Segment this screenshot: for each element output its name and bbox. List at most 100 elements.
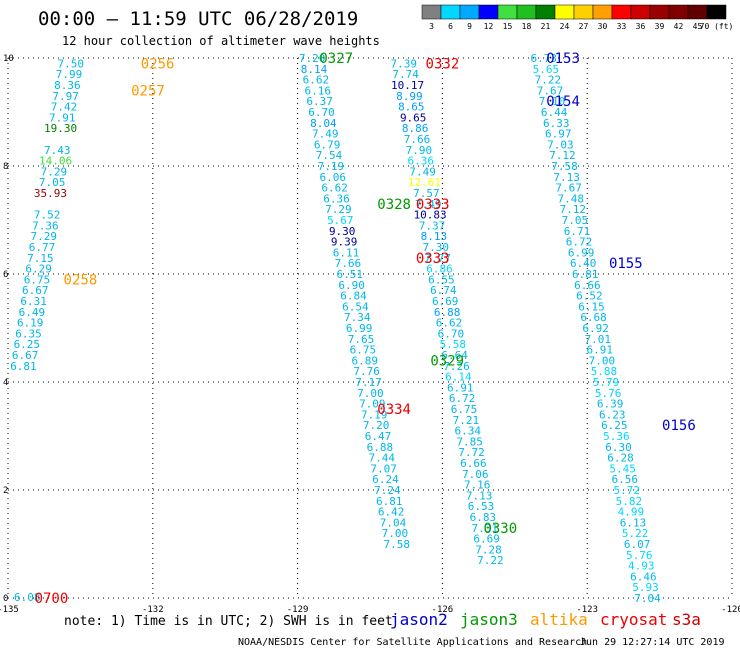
wave-height-point: 7.29: [41, 165, 68, 178]
colorbar-tick: 27: [579, 22, 589, 31]
y-tick-label: 6: [3, 270, 8, 280]
wave-height-point: 8.36: [54, 79, 81, 92]
colorbar-swatch: [554, 4, 575, 20]
wave-height-point: 7.49: [312, 128, 339, 141]
wave-height-point: 6.75: [451, 403, 478, 416]
satellite-legend: jason2 jason3 altika cryosat s3a: [390, 610, 701, 629]
wave-height-point: 7.28: [475, 543, 502, 556]
wave-height-point: 9.30: [329, 225, 356, 238]
pass-label: 0155: [609, 256, 643, 272]
wave-height-point: 4.99: [618, 506, 645, 519]
colorbar-tick: 45: [693, 22, 703, 31]
chart-subtitle: 12 hour collection of altimeter wave hei…: [62, 34, 380, 48]
wave-height-point: 6.28: [607, 452, 634, 465]
wave-height-point: 7.19: [361, 408, 388, 421]
wave-height-point: 6.66: [574, 279, 601, 292]
colorbar-swatch: [668, 4, 689, 20]
wave-height-point: 6.23: [599, 408, 626, 421]
colorbar-swatch: [630, 4, 651, 20]
x-tick-label: -132: [142, 605, 164, 615]
wave-height-point: 7.04: [380, 516, 407, 529]
wave-height-point: 6.25: [14, 338, 41, 351]
wave-height-point: 6.39: [597, 398, 624, 411]
wave-height-point: 6.81: [376, 495, 403, 508]
wave-height-point: 8.99: [396, 90, 423, 103]
wave-height-point: 6.53: [468, 500, 495, 513]
wave-height-point: 7.01: [584, 333, 611, 346]
wave-height-point: 6.49: [19, 306, 46, 319]
wave-height-point: 6.37: [306, 95, 333, 108]
wave-height-point: 6.75: [24, 273, 51, 286]
wave-height-point: 7.29: [30, 230, 57, 243]
wave-height-point: 6.14: [445, 371, 472, 384]
satellite-legend-entry: cryosat: [600, 610, 667, 629]
axis-ticks: -135 -132 -129 -126 -123 -120 0 2 4 6 8 10: [0, 54, 740, 615]
wave-height-point: 6.42: [378, 506, 405, 519]
wave-height-point: 35.93: [34, 187, 67, 200]
wave-height-point: 6.67: [12, 349, 39, 362]
wave-height-point: 5.65: [533, 63, 560, 76]
satellite-legend-entry: jason3: [460, 610, 518, 629]
pass-label: 0333: [416, 251, 450, 267]
wave-height-point: 6.73: [531, 52, 558, 65]
satellite-legend-entry: jason2: [390, 610, 448, 629]
wave-height-point: 6.66: [460, 457, 487, 470]
footnote: note: 1) Time is in UTC; 2) SWH is in fe…: [64, 614, 393, 629]
wave-height-point: 7.85: [456, 435, 483, 448]
wave-height-point: 7.06: [462, 468, 489, 481]
colorbar-tick: 21: [541, 22, 551, 31]
wave-height-point: 7.67: [555, 182, 582, 195]
wave-height-point: 8.86: [402, 122, 429, 135]
wave-height-point: 7.16: [464, 479, 491, 492]
wave-height-point: 5.72: [614, 484, 641, 497]
wave-height-point: 7.00: [357, 387, 384, 400]
wave-height-point: 6.52: [576, 290, 603, 303]
wave-height-point: 7.24: [374, 484, 401, 497]
pass-label: 0329: [430, 353, 464, 369]
wave-height-point: 6.83: [470, 511, 497, 524]
wave-height-point: 7.31: [471, 522, 498, 535]
wave-height-point: 6.62: [303, 74, 330, 87]
wave-height-point: 7.09: [359, 398, 386, 411]
colorbar-tick: 18: [522, 22, 532, 31]
y-tick-label: 0: [3, 594, 8, 604]
wave-height-point: 5.76: [626, 549, 653, 562]
wave-height-point: 6.62: [436, 317, 463, 330]
wave-height-point: 7.99: [56, 68, 83, 81]
wave-height-point: 5.82: [616, 495, 643, 508]
colorbar-swatch: [535, 4, 556, 20]
wave-height-point: 6.97: [545, 128, 572, 141]
pass-labels: 0256 0257 0258 0700 0327 0328 0329 0330 0332 0333…: [35, 51, 696, 607]
wave-height-point: 6.72: [449, 392, 476, 405]
pass-label: 0333: [416, 197, 450, 213]
pass-label: 0334: [377, 402, 411, 418]
wave-height-point: 6.75: [350, 344, 377, 357]
wave-height-point: 7.10: [539, 95, 566, 108]
credit-source: NOAA/NESDIS Center for Satellite Applica…: [238, 637, 587, 648]
wave-height-point: 6.34: [455, 425, 482, 438]
colorbar-tick: 36: [636, 22, 646, 31]
wave-height-point: 6.31: [20, 295, 47, 308]
wave-height-point: 7.04: [634, 592, 661, 605]
wave-height-point: 7.26: [443, 360, 470, 373]
x-tick-label: -129: [287, 605, 309, 615]
wave-height-point: 6.88: [434, 306, 461, 319]
wave-height-point: 7.12: [560, 203, 587, 216]
y-tick-label: 4: [3, 378, 8, 388]
wave-height-point: 8.14: [301, 63, 328, 76]
colorbar-swatch: [516, 4, 537, 20]
x-tick-label: -135: [0, 605, 19, 615]
wave-height-point: 12.61: [408, 176, 441, 189]
wave-height-point: 6.72: [566, 236, 593, 249]
wave-height-point: 6.13: [620, 516, 647, 529]
wave-height-point: 7.00: [589, 354, 616, 367]
wave-height-point: 7.57: [413, 187, 440, 200]
pass-label: 0156: [662, 418, 696, 434]
wave-height-point: 7.77: [424, 252, 451, 265]
pass-label: 0257: [131, 83, 165, 99]
wave-height-point: 6.19: [17, 317, 44, 330]
wave-height-values: 7.507.998.367.977.427.9119.307.4314.067.…: [10, 52, 661, 605]
colorbar-swatch: [459, 4, 480, 20]
